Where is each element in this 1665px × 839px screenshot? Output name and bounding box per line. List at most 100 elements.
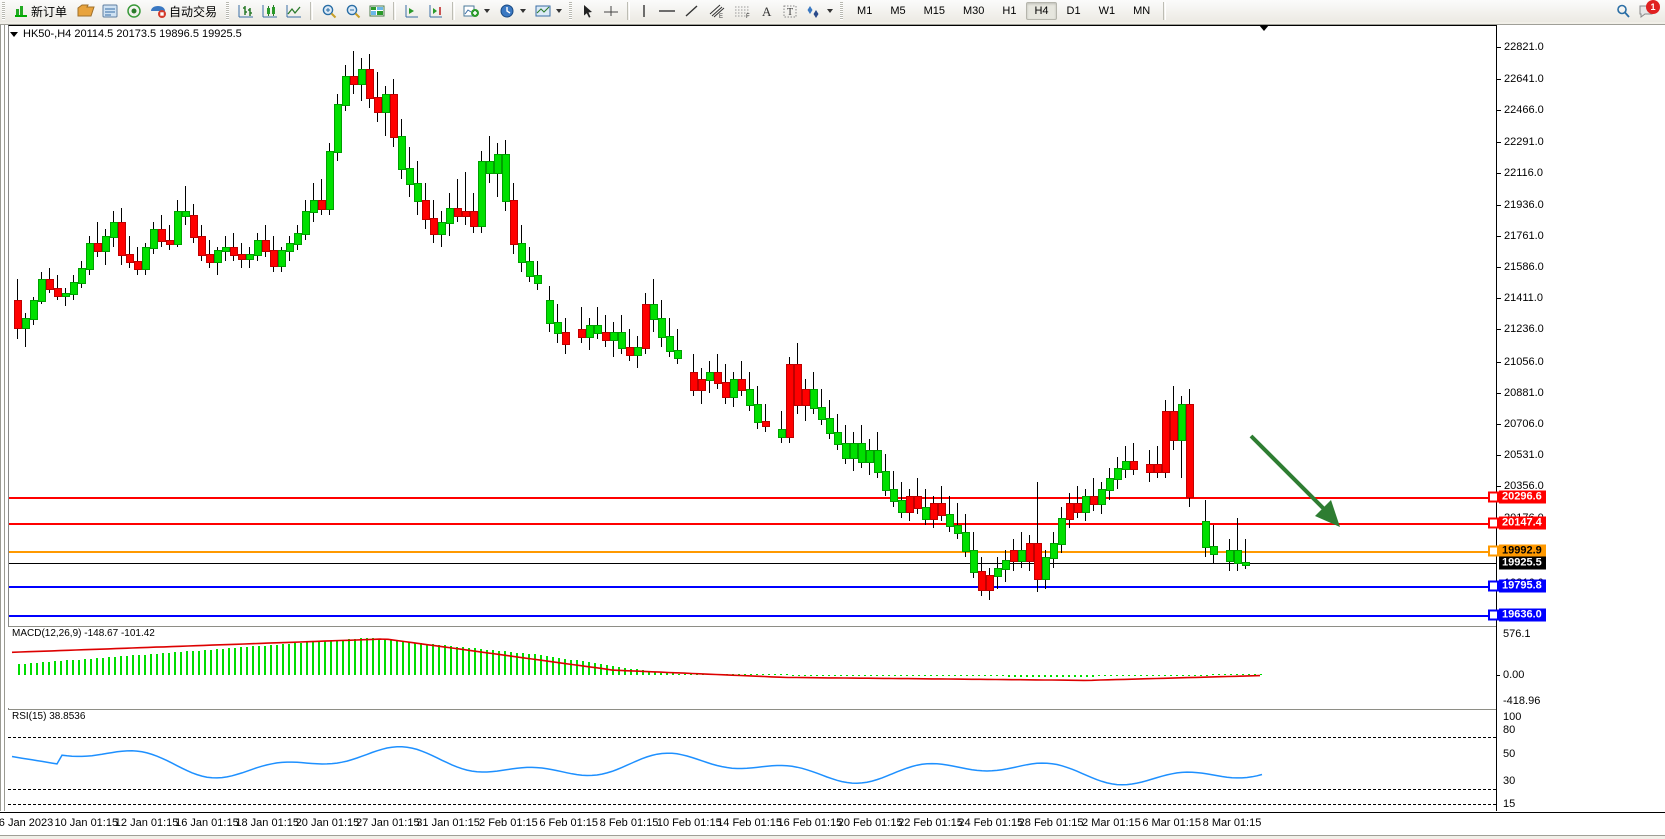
- timeframe-h4[interactable]: H4: [1026, 2, 1057, 20]
- price-tick-label: 20881.0: [1504, 386, 1544, 399]
- timeframe-h1[interactable]: H1: [1002, 5, 1017, 17]
- macd-histogram-bar: [30, 663, 32, 675]
- macd-histogram-bar: [528, 654, 530, 675]
- price-scale[interactable]: 22821.0 22641.0 22466.0 22291.0 22116.0 21936…: [1496, 25, 1665, 811]
- candle-body: [1090, 496, 1098, 506]
- chevron-down-icon[interactable]: [484, 9, 491, 13]
- grid-button[interactable]: [365, 1, 389, 21]
- notification-button[interactable]: 1: [1635, 0, 1660, 21]
- vertical-line-tool-button[interactable]: [634, 1, 654, 21]
- timeframe-m5[interactable]: M5: [890, 5, 906, 17]
- candle-body: [1018, 549, 1026, 563]
- macd-histogram-bar: [1008, 675, 1010, 677]
- bar-chart-button[interactable]: [234, 1, 258, 21]
- chevron-down-icon-4[interactable]: [827, 9, 834, 13]
- pivot-line[interactable]: [9, 550, 1496, 553]
- toolbar-grip-4[interactable]: [840, 2, 844, 20]
- resistance-line-1-price-label[interactable]: 20296.6: [1499, 490, 1546, 504]
- candle-body: [1130, 460, 1138, 470]
- search-icon: [1614, 3, 1632, 19]
- support-line-1-handle[interactable]: [1488, 580, 1499, 592]
- timeframe-m1[interactable]: M1: [857, 5, 873, 17]
- trendline-icon: [683, 3, 701, 19]
- resistance-line-1[interactable]: [9, 496, 1496, 499]
- text-label-tool-button[interactable]: T: [778, 1, 802, 21]
- candle-wick: [1093, 478, 1094, 511]
- support-line-2-handle[interactable]: [1488, 609, 1499, 621]
- cursor-tool-button[interactable]: [577, 1, 599, 21]
- shift-end-button[interactable]: [400, 1, 424, 21]
- rsi-pane[interactable]: RSI(15) 38.8536: [8, 709, 1496, 812]
- support-line-1-price-label[interactable]: 19795.8: [1499, 579, 1546, 593]
- macd-histogram-bar: [654, 672, 656, 675]
- candle-body: [510, 200, 518, 246]
- shapes-tool-button[interactable]: [802, 1, 838, 21]
- price-tick-label: 21586.0: [1504, 261, 1544, 274]
- timeframe-m30[interactable]: M30: [963, 5, 985, 17]
- macd-histogram-bar: [942, 675, 944, 676]
- macd-pane[interactable]: MACD(12,26,9) -148.67 -101.42: [8, 626, 1496, 708]
- time-scale[interactable]: 6 Jan 2023 10 Jan 01:15 12 Jan 01:15 16 Jan…: [0, 812, 1665, 837]
- macd-histogram-bar: [768, 674, 770, 675]
- pivot-line-price-label[interactable]: 19992.9: [1499, 544, 1546, 558]
- chart-menu-caret-icon[interactable]: [10, 31, 18, 37]
- timeframe-d1[interactable]: D1: [1066, 5, 1081, 17]
- candle-body: [310, 200, 318, 214]
- resistance-line-2-price-label[interactable]: 20147.4: [1499, 516, 1546, 530]
- text-icon: A: [759, 3, 775, 19]
- chevron-down-icon-3[interactable]: [556, 9, 563, 13]
- timeframe-mn[interactable]: MN: [1133, 5, 1151, 17]
- macd-histogram-bar: [270, 645, 272, 675]
- period-button[interactable]: [495, 1, 531, 21]
- data-window-button[interactable]: [98, 1, 122, 21]
- macd-histogram-bar: [390, 640, 392, 675]
- zoom-out-button[interactable]: [341, 1, 365, 21]
- timeframe-m15[interactable]: M15: [923, 5, 945, 17]
- timeframe-w1[interactable]: W1: [1098, 5, 1116, 17]
- chevron-down-icon-2[interactable]: [520, 9, 527, 13]
- time-tick-label: 14 Feb 01:15: [717, 817, 783, 829]
- macd-histogram-bar: [744, 674, 746, 675]
- equidistant-channel-button[interactable]: E: [704, 1, 730, 21]
- zoom-in-button[interactable]: [317, 1, 341, 21]
- rsi-scale-50: 50: [1503, 748, 1516, 760]
- candle-body: [78, 268, 86, 285]
- crosshair-tool-button[interactable]: [599, 1, 623, 21]
- toolbar-grip-2[interactable]: [226, 2, 230, 20]
- signals-button[interactable]: [122, 1, 146, 21]
- support-line-1[interactable]: [9, 586, 1496, 589]
- support-line-2[interactable]: [9, 614, 1496, 617]
- bearish-trend-arrow[interactable]: [1245, 430, 1355, 540]
- templates-button[interactable]: [531, 1, 567, 21]
- toolbar-grip-3[interactable]: [569, 2, 573, 20]
- macd-histogram-bar: [828, 675, 830, 676]
- autotrading-button[interactable]: 自动交易: [146, 1, 224, 21]
- candle-body: [1050, 542, 1058, 559]
- line-chart-button[interactable]: [282, 1, 306, 21]
- candlestick-chart-button[interactable]: [258, 1, 282, 21]
- shift-start-button[interactable]: [424, 1, 448, 21]
- new-order-button[interactable]: 新订单: [10, 1, 74, 21]
- folder-button[interactable]: [74, 1, 98, 21]
- resistance-line-1-handle[interactable]: [1488, 491, 1499, 503]
- macd-histogram-bar: [444, 645, 446, 675]
- resistance-line-2[interactable]: [9, 523, 1496, 526]
- add-indicator-button[interactable]: [459, 1, 495, 21]
- candle-body: [1226, 549, 1234, 563]
- symbol-info-bar[interactable]: HK50-,H4 20114.5 20173.5 19896.5 19925.5: [10, 27, 242, 41]
- macd-histogram-bar: [576, 660, 578, 675]
- chart-area[interactable]: HK50-,H4 20114.5 20173.5 19896.5 19925.5…: [0, 25, 1665, 839]
- grid-icon: [368, 3, 386, 19]
- candle-wick: [765, 403, 766, 433]
- text-tool-button[interactable]: A: [756, 1, 778, 21]
- support-line-2-price-label[interactable]: 19636.0: [1499, 608, 1546, 622]
- pivot-line-handle[interactable]: [1488, 545, 1499, 557]
- search-button[interactable]: [1611, 1, 1635, 21]
- fibonacci-tool-button[interactable]: F: [730, 1, 756, 21]
- toolbar-grip[interactable]: [2, 2, 5, 20]
- macd-histogram-bar: [426, 644, 428, 675]
- resistance-line-2-handle[interactable]: [1488, 517, 1499, 529]
- trendline-tool-button[interactable]: [680, 1, 704, 21]
- rsi-pane-divider: [8, 709, 1496, 711]
- horizontal-line-tool-button[interactable]: [654, 1, 680, 21]
